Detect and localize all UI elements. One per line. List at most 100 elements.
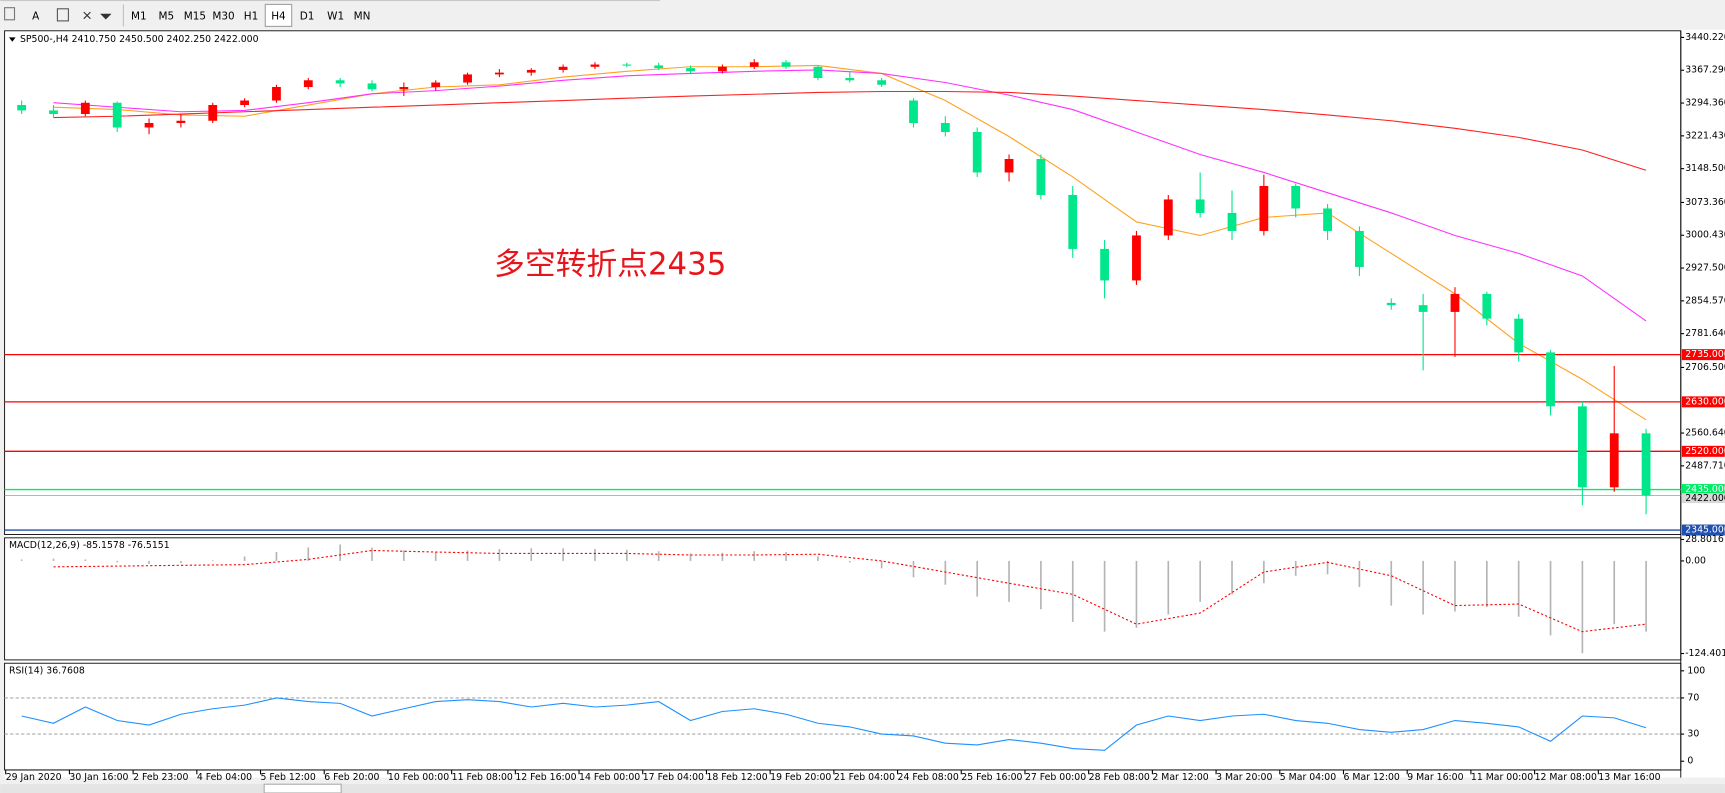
candle-body (495, 72, 504, 75)
tool-cursor-icon[interactable] (83, 11, 112, 20)
y-tick-label: 30 (1687, 729, 1699, 740)
candle-body (781, 62, 791, 67)
candle-body (909, 100, 918, 123)
x-tick-label: 28 Feb 08:00 (1089, 772, 1150, 783)
y-tick-label: 3367.290 (1685, 65, 1725, 76)
y-tick-label: 0 (1687, 756, 1693, 767)
level-label: 2735.000 (1685, 349, 1725, 360)
y-tick-label: 2706.500 (1685, 362, 1725, 373)
level-tag (1681, 445, 1725, 457)
macd-signal (53, 549, 1647, 633)
level-label: 2345.000 (1685, 525, 1725, 536)
candle-body (526, 69, 536, 73)
y-tick-label: -124.4011 (1685, 648, 1725, 659)
candle-body (399, 87, 409, 90)
candle-body (1577, 406, 1587, 488)
y-tick-label: 70 (1687, 692, 1699, 703)
x-tick-label: 25 Feb 16:00 (961, 772, 1022, 783)
y-tick-label: 0.00 (1685, 555, 1706, 566)
x-tick-label: 5 Mar 04:00 (1280, 772, 1336, 783)
tab-strip (0, 784, 1725, 793)
annotation: 多空转折点2435 (494, 247, 726, 283)
candle-body (1132, 235, 1141, 281)
candle-body (1259, 185, 1269, 231)
x-tick-label: 12 Mar 08:00 (1535, 772, 1597, 783)
candle-body (590, 64, 600, 67)
tool-icon[interactable] (4, 7, 16, 21)
x-tick-label: 21 Feb 04:00 (834, 772, 895, 783)
rsi-title: RSI(14) 36.7608 (9, 665, 85, 676)
timeframe-button[interactable]: W1 (327, 10, 344, 22)
tool-label-icon[interactable] (56, 8, 69, 22)
candle-body (558, 66, 568, 70)
candle-body (972, 131, 982, 173)
x-tick-label: 2 Feb 23:00 (133, 772, 188, 783)
candle-body (272, 87, 281, 101)
plot: 3440.220 3367.290 3294.360 3221.430 3148.500… (0, 30, 1725, 793)
candle-body (1641, 433, 1651, 496)
candle-body (686, 68, 695, 72)
candle-body (112, 102, 122, 128)
candle-body (208, 105, 218, 121)
y-tick-label: 2487.710 (1685, 460, 1725, 471)
moving-average (53, 64, 1647, 421)
x-tick-label: 5 Feb 12:00 (261, 772, 316, 783)
candle-body (1609, 433, 1619, 488)
y-tick-label: 3221.430 (1685, 130, 1725, 141)
level-label: 2435.000 (1685, 484, 1725, 495)
candle-body (813, 66, 823, 79)
candle-body (1036, 158, 1046, 195)
candle-body (1418, 305, 1428, 312)
x-tick-label: 3 Mar 20:00 (1216, 772, 1272, 783)
y-tick-label: 2781.640 (1685, 328, 1725, 339)
candle-body (1068, 194, 1078, 249)
y-tick-label: 3000.430 (1685, 230, 1725, 241)
x-tick-label: 4 Feb 04:00 (197, 772, 252, 783)
candle-body (749, 62, 759, 67)
last-price-label: 2422.000 (1685, 493, 1725, 504)
x-tick-label: 11 Feb 08:00 (452, 772, 513, 783)
candle-body (176, 120, 186, 123)
candle-body (367, 83, 377, 90)
level-label: 2520.000 (1685, 446, 1725, 457)
timeframe-button[interactable]: M15 (184, 10, 206, 22)
chart-title: SP500-,H4 2410.750 2450.500 2402.250 242… (20, 34, 259, 45)
candle-body (463, 74, 472, 83)
candle-body (1227, 212, 1237, 231)
timeframe-button[interactable]: M5 (158, 10, 174, 22)
y-tick-label: 3148.500 (1685, 163, 1725, 174)
candle-body (49, 110, 58, 115)
tab[interactable] (263, 783, 342, 793)
level-tag (1681, 396, 1725, 408)
y-tick-label: 2854.570 (1685, 295, 1725, 306)
timeframe-button[interactable]: H4 (271, 10, 286, 22)
candle-body (1163, 199, 1173, 236)
x-tick-label: 6 Mar 12:00 (1343, 772, 1399, 783)
timeframe-button[interactable]: MN (354, 10, 371, 22)
x-tick-label: 30 Jan 16:00 (69, 772, 128, 783)
y-tick-label: 2927.500 (1685, 263, 1725, 274)
title-arrow (9, 37, 16, 42)
candle-body (940, 122, 950, 132)
timeframe-button[interactable]: H1 (244, 10, 259, 22)
toolbar-edge (0, 0, 661, 2)
y-tick-label: 3073.360 (1685, 197, 1725, 208)
y-tick-label: 2560.640 (1685, 428, 1725, 439)
timeframe-button[interactable]: M30 (212, 10, 234, 22)
active-timeframe-box (264, 3, 293, 27)
x-tick-label: 19 Feb 20:00 (770, 772, 831, 783)
candle-body (144, 122, 154, 128)
chart-bg (4, 29, 1725, 778)
timeframe-button[interactable]: M1 (131, 10, 147, 22)
candle-body (1195, 199, 1205, 213)
candle-body (1004, 158, 1014, 173)
level-tag (1681, 524, 1725, 536)
x-tick-label: 6 Feb 20:00 (324, 772, 379, 783)
candle-body (303, 80, 313, 88)
candle-body (1323, 208, 1332, 231)
candle-body (1482, 293, 1492, 319)
toolbar: A (0, 0, 661, 27)
tool-text[interactable]: A (32, 10, 40, 22)
timeframe-button[interactable]: D1 (300, 10, 315, 22)
